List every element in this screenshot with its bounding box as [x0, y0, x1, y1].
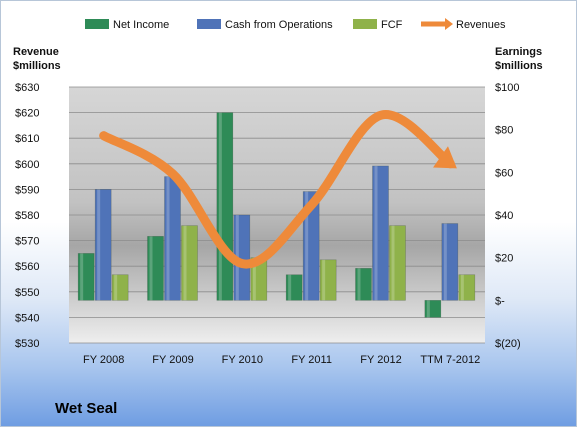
left-tick-label: $550	[15, 287, 39, 299]
bar-highlight	[149, 236, 153, 301]
x-axis-ticks: FY 2008 FY 2009 FY 2010 FY 2011 FY 2012 TTM 7…	[83, 354, 480, 366]
bar-cash-from-operations	[372, 165, 389, 301]
x-tick-label: FY 2009	[152, 354, 193, 366]
left-tick-label: $630	[15, 82, 39, 94]
right-axis-label-line1: Earnings	[495, 46, 542, 58]
bar-highlight	[97, 189, 101, 301]
x-tick-label: FY 2012	[360, 354, 401, 366]
legend-swatch-cash-ops	[197, 19, 221, 29]
left-tick-label: $570	[15, 236, 39, 248]
right-axis-label-line2: $millions	[495, 60, 543, 72]
left-tick-label: $610	[15, 133, 39, 145]
right-tick-label: $60	[495, 167, 513, 179]
bar-highlight	[80, 253, 84, 301]
bar-cash-from-operations	[94, 189, 112, 301]
right-tick-label: $(20)	[495, 338, 521, 350]
bar-highlight	[166, 176, 170, 301]
left-tick-label: $580	[15, 210, 39, 222]
legend: Net Income Cash from Operations FCF Reve…	[85, 18, 506, 31]
bar-fcf	[181, 225, 198, 301]
right-axis-ticks: $100 $80 $60 $40 $20 $- $(20)	[495, 82, 521, 350]
bars	[77, 112, 476, 318]
legend-label-fcf: FCF	[381, 19, 403, 31]
bar-cash-from-operations	[302, 191, 320, 301]
bar-highlight	[288, 274, 292, 301]
revenue-line	[99, 110, 455, 269]
legend-swatch-fcf	[353, 19, 377, 29]
bar-highlight	[391, 225, 395, 301]
bar-net-income	[285, 274, 303, 301]
left-tick-label: $620	[15, 108, 39, 120]
left-tick-label: $530	[15, 338, 39, 350]
x-tick-label: FY 2011	[291, 354, 332, 366]
bar-cash-from-operations	[441, 223, 459, 301]
legend-arrow-revenues	[445, 18, 453, 30]
bar-fcf	[111, 274, 129, 301]
revenue-arrowhead	[433, 146, 457, 169]
legend-label-net-income: Net Income	[113, 19, 169, 31]
revenue-line-layer	[99, 110, 457, 269]
bar-net-income	[355, 268, 372, 301]
left-tick-label: $560	[15, 261, 39, 273]
right-tick-label: $-	[495, 295, 505, 307]
bar-highlight	[443, 223, 447, 301]
legend-label-revenues: Revenues	[456, 19, 506, 31]
x-tick-label: TTM 7-2012	[420, 354, 480, 366]
legend-label-cash-ops: Cash from Operations	[225, 19, 333, 31]
bar-highlight	[252, 257, 256, 301]
right-tick-label: $100	[495, 82, 519, 94]
right-tick-label: $40	[495, 210, 513, 222]
company-title: Wet Seal	[55, 400, 117, 417]
bar-fcf	[319, 259, 337, 301]
legend-swatch-net-income	[85, 19, 109, 29]
right-tick-label: $80	[495, 125, 513, 137]
left-tick-label: $590	[15, 184, 39, 196]
bar-highlight	[357, 268, 361, 301]
bar-net-income	[77, 253, 95, 301]
bar-fcf	[458, 274, 476, 301]
bar-highlight	[374, 165, 378, 301]
bar-highlight	[460, 274, 464, 301]
bar-net-income	[147, 236, 164, 301]
bar-highlight	[183, 225, 187, 301]
bar-net-income	[424, 300, 442, 318]
x-tick-label: FY 2008	[83, 354, 124, 366]
left-axis-ticks: $630 $620 $610 $600 $590 $580 $570 $560 $550 $540…	[15, 82, 39, 350]
left-tick-label: $540	[15, 312, 39, 324]
right-tick-label: $20	[495, 253, 513, 265]
bar-fcf	[389, 225, 406, 301]
left-tick-label: $600	[15, 159, 39, 171]
bar-highlight	[426, 300, 430, 318]
bar-highlight	[218, 112, 222, 301]
bar-highlight	[305, 191, 309, 301]
bar-highlight	[322, 259, 326, 301]
bar-highlight	[114, 274, 118, 301]
left-axis-label-line1: Revenue	[13, 46, 59, 58]
left-axis-label-line2: $millions	[13, 60, 61, 72]
x-tick-label: FY 2010	[222, 354, 263, 366]
grid-lines	[69, 86, 485, 344]
